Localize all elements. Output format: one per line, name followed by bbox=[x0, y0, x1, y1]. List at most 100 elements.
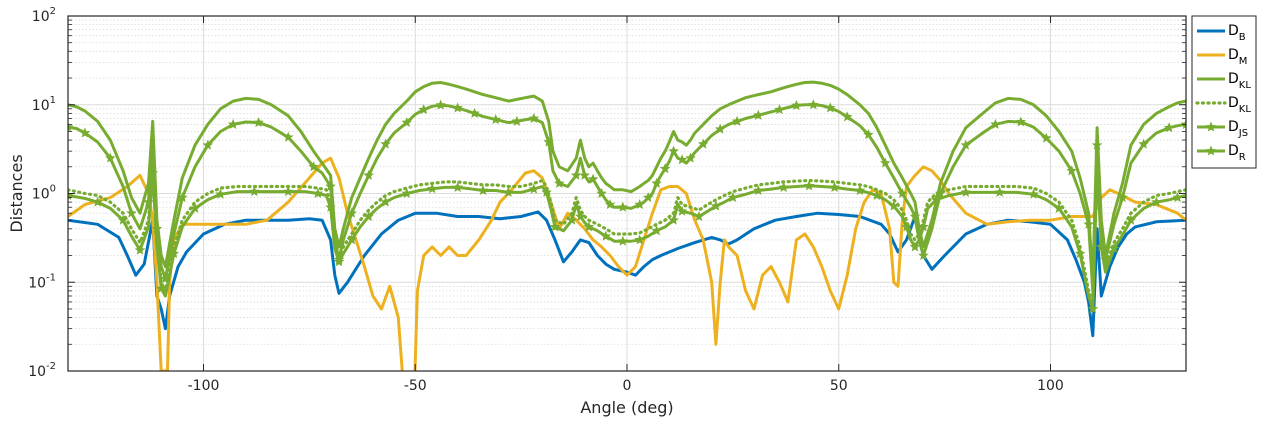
data-point bbox=[452, 181, 463, 192]
data-point bbox=[168, 248, 180, 259]
data-point bbox=[808, 99, 819, 110]
data-point bbox=[543, 136, 554, 147]
y-tick-label: 10-1 bbox=[28, 272, 56, 291]
series-lines bbox=[68, 80, 1186, 371]
data-point bbox=[897, 187, 908, 198]
legend-box bbox=[1191, 15, 1257, 169]
data-point bbox=[68, 121, 74, 132]
data-point bbox=[503, 186, 514, 197]
data-point bbox=[1172, 192, 1183, 203]
data-point bbox=[1091, 139, 1103, 150]
data-point bbox=[651, 177, 662, 188]
data-point bbox=[1117, 192, 1128, 203]
data-point bbox=[325, 180, 336, 191]
data-point bbox=[668, 145, 679, 156]
data-point bbox=[1066, 165, 1077, 176]
legend-marker bbox=[1205, 145, 1217, 156]
y-tick-label: 102 bbox=[32, 6, 56, 25]
data-point bbox=[960, 139, 972, 150]
data-point bbox=[1074, 248, 1086, 259]
data-point bbox=[960, 186, 972, 197]
data-point bbox=[935, 187, 946, 198]
x-tick-label: 100 bbox=[1037, 378, 1064, 394]
data-point bbox=[697, 138, 709, 149]
data-point bbox=[990, 118, 1001, 129]
data-point bbox=[105, 152, 116, 163]
data-point bbox=[189, 202, 201, 213]
data-point bbox=[579, 169, 590, 180]
data-point bbox=[587, 173, 599, 184]
data-point bbox=[249, 186, 260, 197]
data-point bbox=[634, 199, 646, 210]
data-point bbox=[714, 123, 726, 134]
data-point bbox=[774, 104, 785, 115]
data-point bbox=[676, 205, 688, 216]
data-point bbox=[282, 131, 294, 142]
data-point bbox=[863, 129, 874, 140]
y-axis-label: Distances bbox=[7, 154, 26, 232]
data-point bbox=[147, 167, 158, 178]
data-point bbox=[879, 157, 891, 168]
data-point bbox=[841, 111, 853, 122]
data-point bbox=[325, 201, 336, 212]
data-point bbox=[600, 230, 612, 241]
data-point bbox=[634, 234, 646, 245]
data-point bbox=[469, 107, 480, 118]
series-D-JS-5 bbox=[68, 99, 1186, 293]
data-point bbox=[528, 183, 540, 194]
data-point bbox=[1015, 116, 1027, 127]
series-line bbox=[68, 156, 1186, 371]
y-tick-label: 10-2 bbox=[28, 361, 56, 380]
data-point bbox=[380, 138, 391, 149]
data-point bbox=[312, 187, 324, 198]
data-point bbox=[753, 109, 764, 120]
data-point bbox=[791, 99, 802, 111]
data-point bbox=[363, 169, 374, 180]
data-point bbox=[854, 184, 866, 196]
data-point bbox=[549, 221, 561, 232]
data-point bbox=[92, 196, 103, 207]
data-point bbox=[435, 99, 446, 110]
data-point bbox=[215, 188, 226, 199]
data-point bbox=[727, 192, 739, 203]
series-D-M-2 bbox=[68, 156, 1186, 371]
data-point bbox=[871, 189, 883, 200]
data-point bbox=[731, 115, 743, 126]
data-point bbox=[1087, 303, 1099, 314]
data-point bbox=[511, 115, 523, 126]
data-point bbox=[918, 221, 929, 232]
series-D-KL-4 bbox=[68, 156, 1186, 304]
x-tick-label: 0 bbox=[623, 378, 632, 394]
data-point bbox=[177, 192, 188, 203]
data-point bbox=[117, 214, 129, 225]
data-point bbox=[930, 194, 942, 205]
data-point bbox=[426, 183, 438, 194]
data-point bbox=[308, 161, 319, 172]
data-point bbox=[575, 210, 586, 222]
data-point bbox=[909, 210, 921, 222]
data-point bbox=[253, 117, 264, 128]
series-D-KL-3 bbox=[68, 80, 1186, 284]
y-tick-label: 100 bbox=[32, 184, 56, 203]
data-point bbox=[346, 207, 357, 218]
data-point bbox=[134, 244, 146, 255]
data-point bbox=[1053, 202, 1065, 213]
data-point bbox=[1125, 214, 1137, 225]
data-point bbox=[1151, 196, 1162, 207]
data-point bbox=[829, 181, 840, 192]
data-point bbox=[710, 200, 722, 211]
x-axis-label: Angle (deg) bbox=[580, 398, 673, 417]
data-point bbox=[1028, 188, 1039, 199]
data-point bbox=[570, 169, 582, 180]
data-point bbox=[1138, 138, 1149, 149]
data-point bbox=[490, 114, 502, 125]
data-point bbox=[676, 154, 688, 165]
data-point bbox=[1096, 241, 1107, 252]
data-point bbox=[1108, 242, 1120, 253]
data-point bbox=[778, 181, 789, 192]
data-point bbox=[642, 192, 654, 203]
data-point bbox=[651, 225, 662, 236]
series-line bbox=[68, 80, 1186, 284]
data-point bbox=[803, 180, 815, 191]
